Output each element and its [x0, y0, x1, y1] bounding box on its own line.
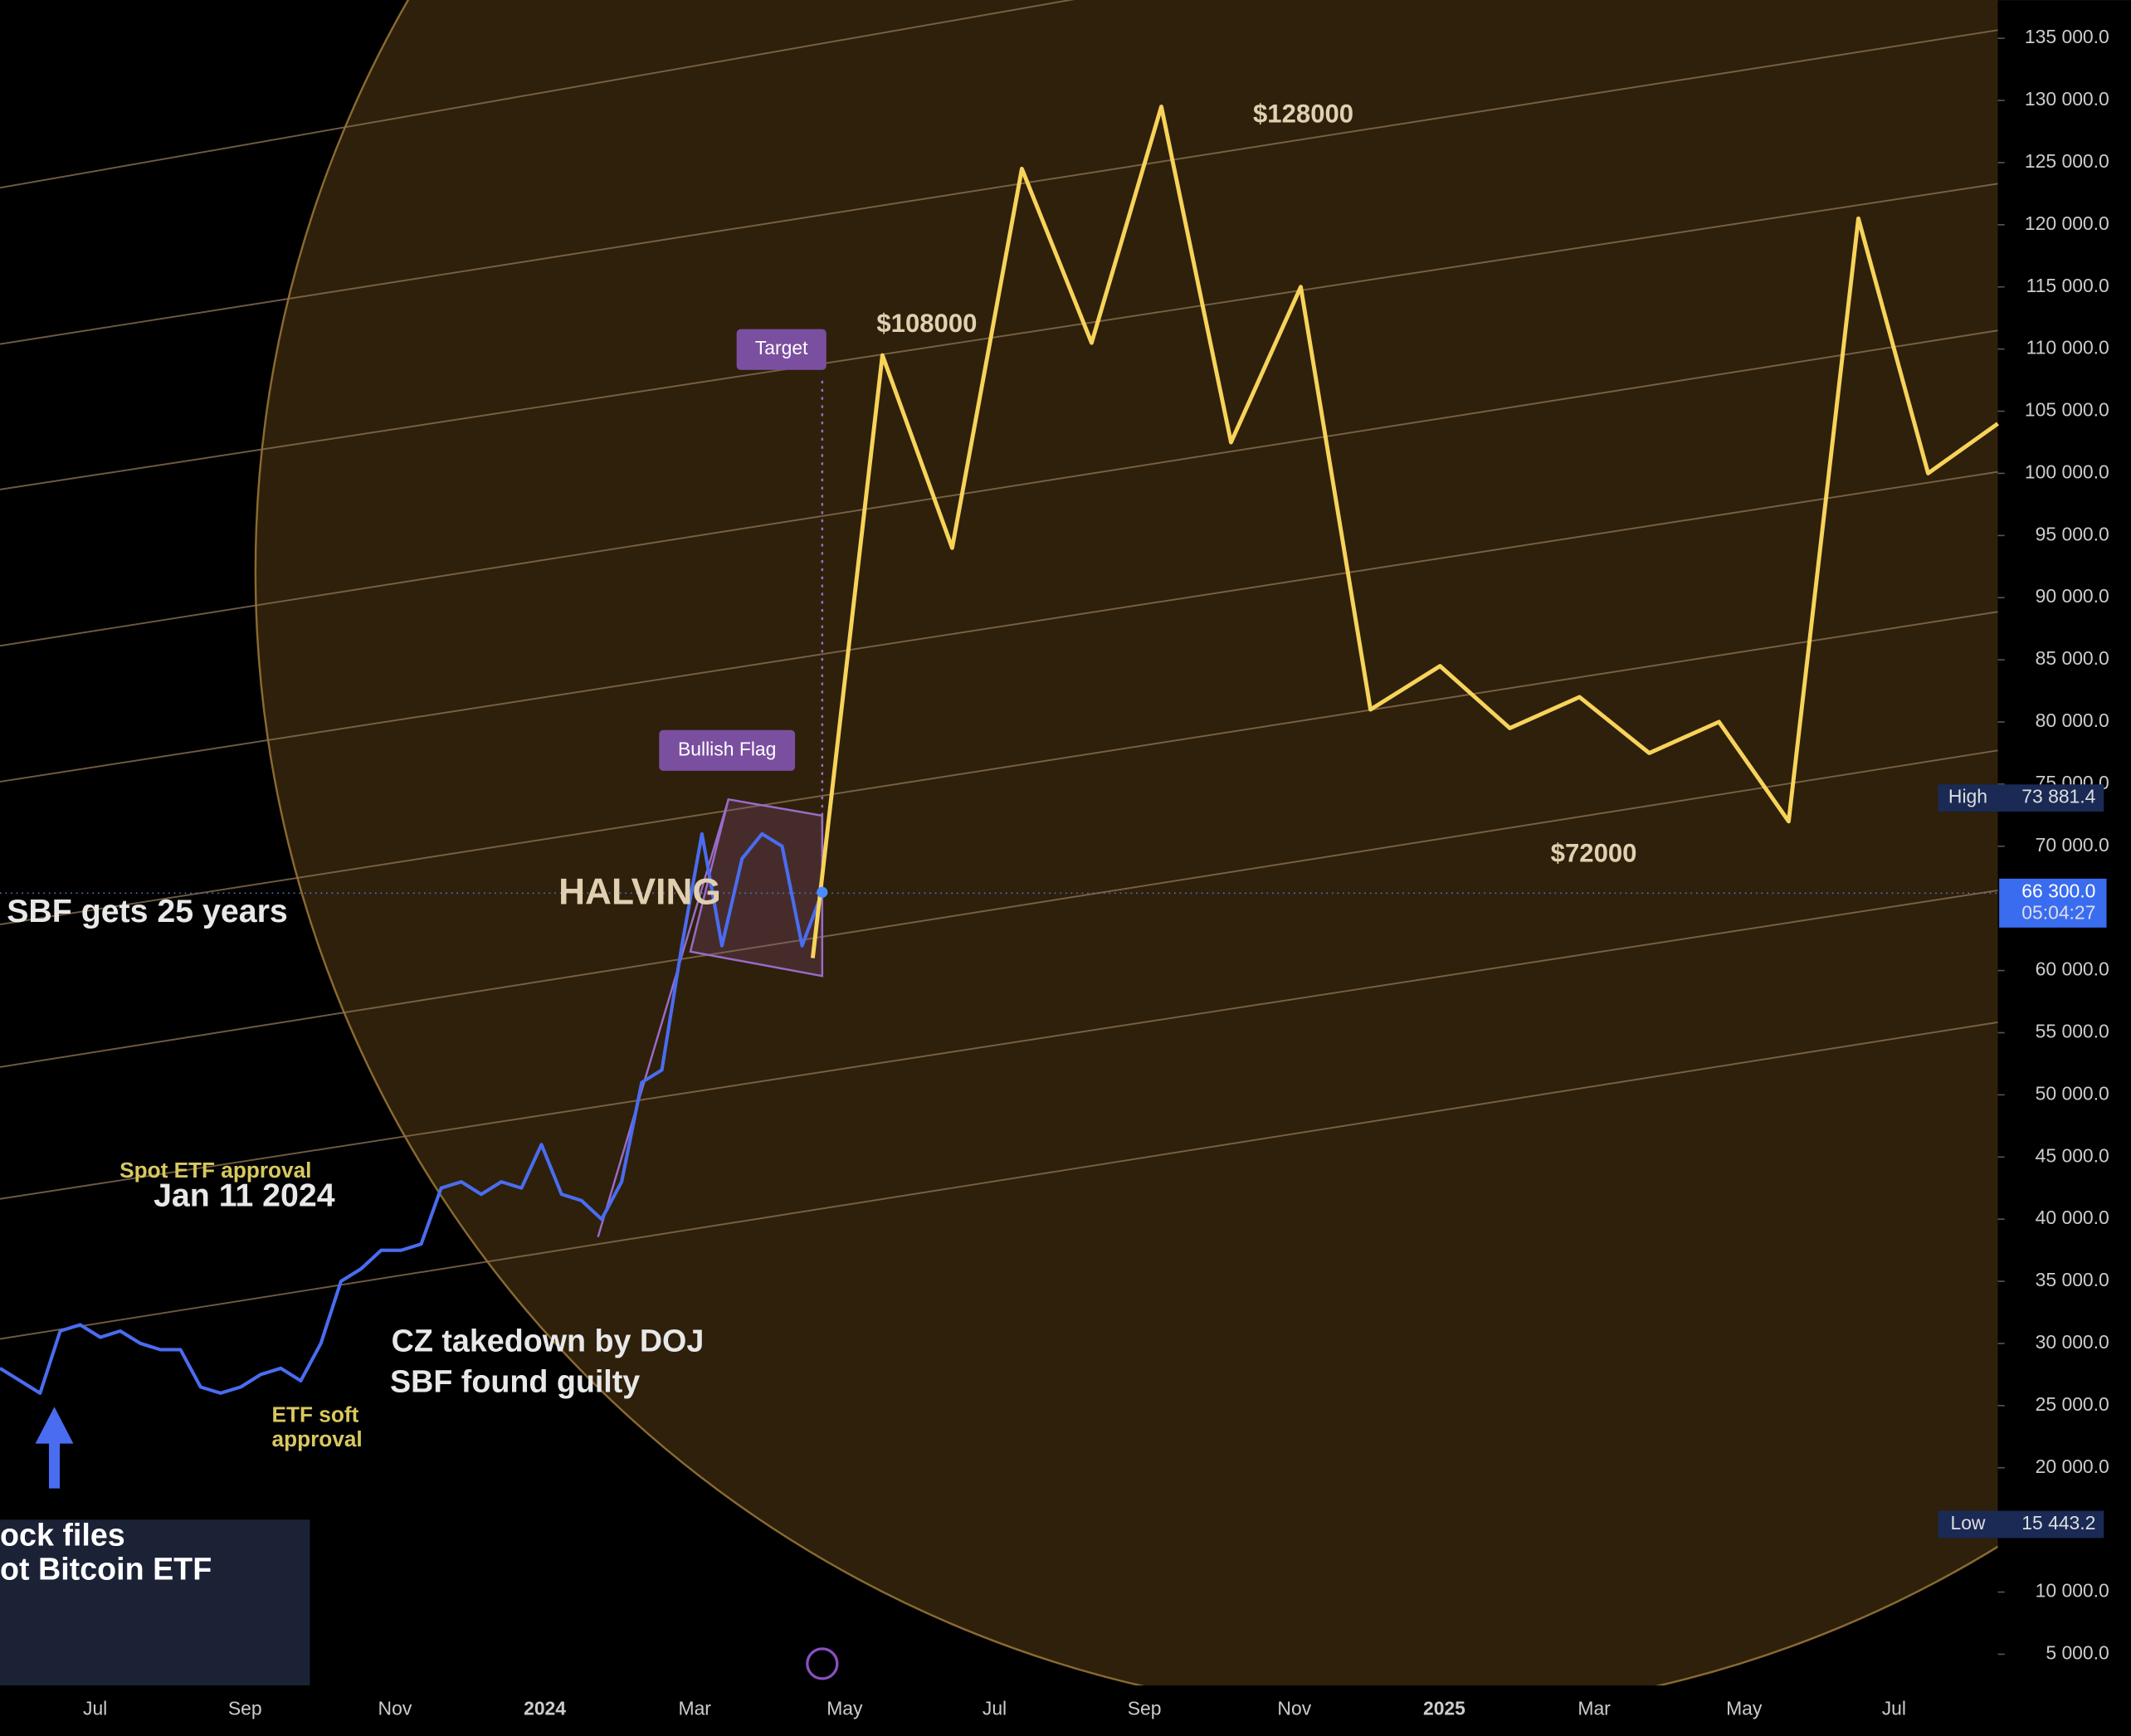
annotation: Target: [755, 337, 808, 358]
x-tick-label: Sep: [1128, 1698, 1162, 1719]
y-axis-panel: [1997, 0, 2131, 1686]
event-icon[interactable]: [806, 1647, 839, 1680]
x-tick-label: Jul: [983, 1698, 1007, 1719]
y-tick-label: 95 000.0: [2036, 523, 2109, 544]
x-tick-label: 2025: [1423, 1698, 1465, 1719]
y-tick-label: 85 000.0: [2036, 647, 2109, 669]
y-tick-label: 90 000.0: [2036, 585, 2109, 607]
y-tick-label: 115 000.0: [2026, 275, 2109, 296]
x-tick-label: May: [827, 1698, 863, 1719]
y-tick-label: 30 000.0: [2036, 1331, 2109, 1353]
x-tick-label: 2024: [524, 1698, 566, 1719]
x-tick-label: Mar: [678, 1698, 711, 1719]
price-line: [810, 105, 1999, 958]
arrow: [35, 1407, 74, 1489]
channel-lines: [0, 0, 1998, 1340]
price-label-value: 15 443.2: [2021, 1512, 2095, 1534]
y-tick-label: 120 000.0: [2025, 212, 2109, 234]
y-tick-label: 70 000.0: [2036, 834, 2109, 856]
photo: [0, 1519, 310, 1686]
annotation: Spot ETF approval: [119, 1158, 311, 1183]
annotation: ock files: [0, 1518, 125, 1553]
y-tick-label: 20 000.0: [2036, 1456, 2109, 1477]
flag-box: [659, 729, 796, 771]
annotation: $128000: [1253, 100, 1353, 129]
x-tick-label: May: [1726, 1698, 1763, 1719]
y-tick-label: 60 000.0: [2036, 958, 2109, 980]
annotation: SBF found guilty: [390, 1363, 640, 1398]
y-tick-label: 125 000.0: [2025, 150, 2109, 172]
y-tick-label: 25 000.0: [2036, 1393, 2109, 1415]
y-tick-label: 135 000.0: [2025, 26, 2109, 47]
x-tick-label: Sep: [228, 1698, 262, 1719]
annotation: CZ takedown by DOJ: [392, 1323, 705, 1358]
x-tick-label: Jul: [83, 1698, 107, 1719]
y-tick-label: 10 000.0: [2036, 1580, 2109, 1602]
annotation: Bullish Flag: [678, 738, 776, 759]
y-tick-label: 45 000.0: [2036, 1144, 2109, 1166]
y-tick-label: 55 000.0: [2036, 1021, 2109, 1042]
annotation: $108000: [876, 309, 977, 338]
annotation: approval: [272, 1426, 363, 1451]
annotation: Jan 11 2024: [154, 1178, 335, 1214]
target-box: [736, 329, 827, 370]
countdown: 05:04:27: [2021, 901, 2095, 923]
last-price: 66 300.0: [2021, 880, 2095, 901]
y-tick-label: 105 000.0: [2025, 399, 2109, 421]
y-tick-label: 100 000.0: [2025, 461, 2109, 482]
price-label-name: High: [1948, 786, 1987, 807]
flag-pattern: [597, 380, 824, 1238]
y-tick-label: 40 000.0: [2036, 1207, 2109, 1228]
annotation: ETF soft: [272, 1402, 359, 1427]
annotation: SBF gets 25 years: [7, 893, 288, 929]
x-tick-label: Nov: [1277, 1698, 1311, 1719]
y-tick-label: 35 000.0: [2036, 1269, 2109, 1290]
y-tick-label: 130 000.0: [2025, 88, 2109, 110]
price-line: [0, 831, 824, 1395]
y-tick-label: 110 000.0: [2026, 337, 2109, 358]
price-label-box: [1938, 784, 2104, 812]
last-point: [817, 886, 828, 898]
annotation: HALVING: [558, 872, 721, 913]
annotation: ot Bitcoin ETF: [0, 1551, 212, 1586]
last-price-box: [1999, 878, 2107, 928]
price-label-name: Low: [1950, 1512, 1985, 1534]
y-tick-label: 50 000.0: [2036, 1082, 2109, 1104]
y-tick-label: 80 000.0: [2036, 710, 2109, 731]
x-axis-panel: [0, 1685, 2131, 1736]
x-tick-label: Jul: [1882, 1698, 1906, 1719]
annotation: $72000: [1551, 839, 1637, 868]
price-label-value: 73 881.4: [2021, 786, 2095, 807]
x-tick-label: Nov: [378, 1698, 412, 1719]
y-tick-label: 5 000.0: [2046, 1641, 2109, 1663]
x-tick-label: Mar: [1578, 1698, 1611, 1719]
price-label-box: [1938, 1510, 2104, 1539]
